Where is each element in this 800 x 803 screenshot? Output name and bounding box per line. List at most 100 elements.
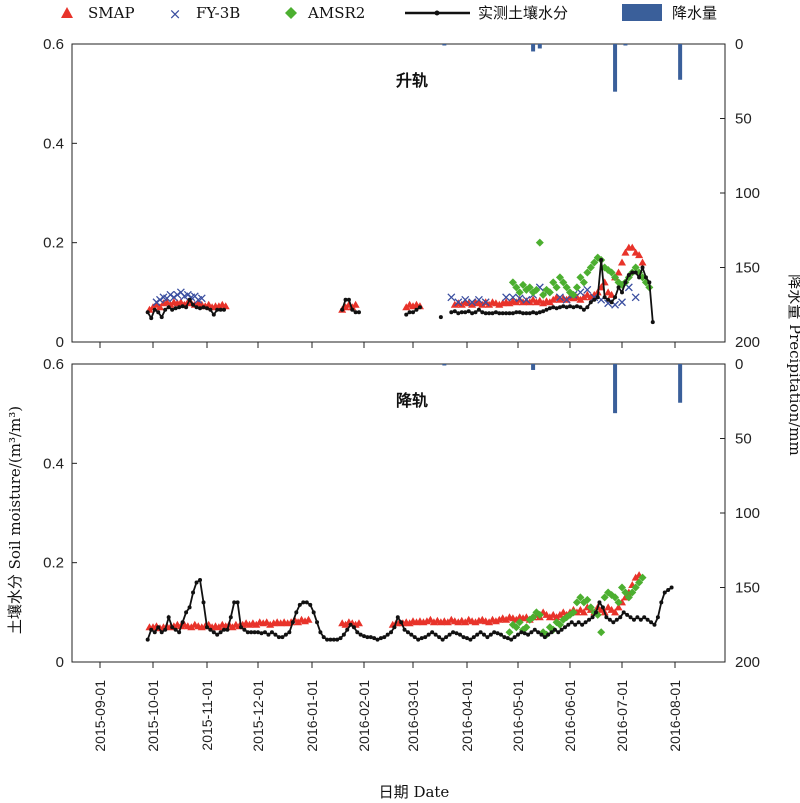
measured-point: [297, 602, 302, 607]
amsr2-point: [515, 288, 524, 297]
smap-point: [461, 618, 470, 626]
measured-point: [604, 615, 609, 620]
amsr2-point: [572, 283, 581, 292]
measured-point: [423, 635, 428, 640]
measured-point: [564, 305, 569, 310]
measured-point: [631, 617, 636, 622]
panel-title: 升轨: [396, 71, 428, 90]
precip-bar: [623, 44, 628, 46]
measured-point: [177, 630, 182, 635]
measured-point: [588, 300, 593, 305]
measured-point: [341, 632, 346, 637]
measured-point: [597, 600, 602, 605]
measured-point: [562, 625, 567, 630]
measured-point: [328, 637, 333, 642]
legend-measured-label: 实测土壤水分: [478, 4, 568, 22]
fy3b-point: [583, 285, 592, 294]
measured-point: [650, 320, 655, 325]
measured-point: [516, 632, 520, 637]
amsr2-point: [552, 283, 561, 292]
measured-point: [451, 630, 456, 635]
measured-point: [356, 310, 361, 315]
measured-point: [191, 590, 196, 595]
measured-point: [222, 307, 226, 312]
measured-point: [478, 630, 483, 635]
measured-point: [187, 297, 192, 302]
amsr2-point: [562, 283, 571, 292]
measured-point: [353, 310, 358, 315]
measured-point: [411, 310, 415, 315]
measured-point: [215, 632, 220, 637]
measured-point: [249, 630, 254, 635]
measured-point: [173, 306, 178, 311]
measured-point: [471, 635, 476, 640]
panel-title: 降轨: [396, 391, 428, 410]
amsr2-point: [508, 278, 517, 287]
measured-point: [269, 630, 274, 635]
measured-point: [399, 620, 404, 625]
measured-point: [256, 630, 260, 635]
measured-point: [375, 637, 380, 642]
measured-point: [225, 627, 230, 632]
measured-point: [456, 311, 461, 316]
measured-point: [416, 637, 421, 642]
date-tick-label: 2016-05-01: [510, 680, 526, 752]
measured-point: [637, 275, 642, 280]
measured-point: [522, 631, 527, 636]
measured-point: [180, 304, 185, 309]
fy3b-point: [508, 293, 517, 302]
measured-point: [532, 627, 537, 632]
measured-point: [355, 630, 360, 635]
fy3b-point: [447, 293, 456, 302]
amsr2-point: [638, 573, 647, 582]
measured-point: [463, 310, 468, 315]
measured-point: [580, 622, 585, 627]
measured-point: [149, 627, 154, 632]
measured-point: [507, 311, 512, 316]
measured-point: [578, 305, 583, 310]
measured-point: [492, 630, 497, 635]
measured-point: [211, 630, 216, 635]
precip-bar: [678, 364, 683, 403]
smap-point: [611, 608, 620, 616]
amsr2-point: [569, 608, 578, 617]
measured-point: [152, 307, 157, 312]
measured-point: [566, 622, 571, 627]
measured-point: [536, 630, 541, 635]
measured-point: [444, 635, 449, 640]
date-tick-label: 2015-12-01: [250, 680, 266, 752]
left-tick-label: 0: [56, 334, 64, 351]
amsr2-point: [535, 238, 544, 247]
panel-ascending: 0 0.2 0.4 0.6 0 50 100 150 200 升轨: [43, 36, 760, 351]
measured-point: [669, 585, 674, 590]
measured-point: [512, 635, 517, 640]
precip-bar: [531, 44, 536, 52]
measured-point: [645, 617, 650, 622]
amsr2-point: [590, 258, 599, 267]
measured-point: [611, 620, 616, 625]
smap-point: [304, 615, 313, 623]
measured-point: [382, 635, 387, 640]
legend-measured-dot: [434, 10, 440, 16]
measured-point: [495, 631, 500, 636]
date-tick-label: 2015-09-01: [92, 680, 108, 752]
fy3b-point: [474, 295, 483, 304]
measured-point: [409, 632, 414, 637]
date-tick-label: 2016-01-01: [304, 680, 320, 752]
measured-point: [613, 295, 618, 300]
measured-point: [350, 307, 355, 312]
measured-point: [433, 632, 438, 637]
measured-point: [487, 311, 492, 316]
measured-point: [345, 627, 350, 632]
precip-bar: [442, 364, 447, 366]
measured-point: [635, 615, 640, 620]
precip-bar: [613, 364, 618, 414]
smap-point: [539, 299, 548, 307]
measured-point: [228, 615, 233, 620]
measured-point: [480, 310, 485, 315]
measured-point: [493, 310, 498, 315]
measured-point: [623, 280, 628, 285]
date-tick-label: 2016-06-01: [562, 680, 578, 752]
measured-point: [321, 635, 326, 640]
